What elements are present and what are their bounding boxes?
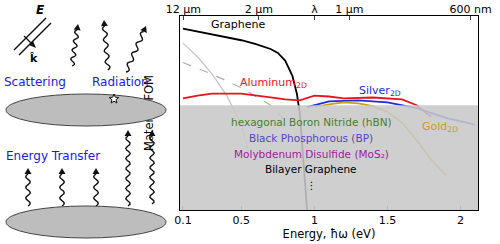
svg-text:Gold​2D​: Gold​2D​ (422, 120, 458, 134)
svg-text:Energy Transfer: Energy Transfer (6, 149, 100, 163)
svg-text:hexagonal Boron Nitride (hBN): hexagonal Boron Nitride (hBN) (231, 116, 392, 128)
svg-text:Silver​2D​: Silver​2D​ (359, 84, 401, 98)
svg-text:2: 2 (457, 214, 464, 227)
svg-text:Black Phosphorous (BP): Black Phosphorous (BP) (249, 132, 373, 144)
svg-text:2 μm: 2 μm (245, 3, 273, 16)
svg-text:12 μm: 12 μm (166, 3, 201, 16)
svg-text:0.1: 0.1 (174, 214, 192, 227)
svg-text:⋮: ⋮ (306, 179, 317, 191)
svg-text:Bilayer Graphene: Bilayer Graphene (265, 163, 357, 175)
svg-text:Graphene: Graphene (211, 18, 265, 31)
svg-text:1.5: 1.5 (379, 214, 397, 227)
svg-text:1: 1 (311, 214, 318, 227)
svg-text:1 μm: 1 μm (335, 3, 363, 16)
svg-text:Aluminum​2D​: Aluminum​2D​ (240, 76, 307, 90)
svg-text:Molybdenum Disulfide (MoS₂): Molybdenum Disulfide (MoS₂) (234, 148, 389, 160)
svg-text:Scattering: Scattering (4, 75, 66, 89)
svg-text:0.5: 0.5 (233, 214, 251, 227)
svg-text:λ: λ (311, 3, 318, 16)
svg-text:E: E (36, 3, 45, 17)
svg-text:Energy, ħω (eV): Energy, ħω (eV) (283, 227, 376, 241)
svg-text:Radiation: Radiation (92, 75, 149, 89)
svg-text:k̂: k̂ (30, 52, 38, 65)
svg-text:600 nm: 600 nm (450, 3, 492, 16)
